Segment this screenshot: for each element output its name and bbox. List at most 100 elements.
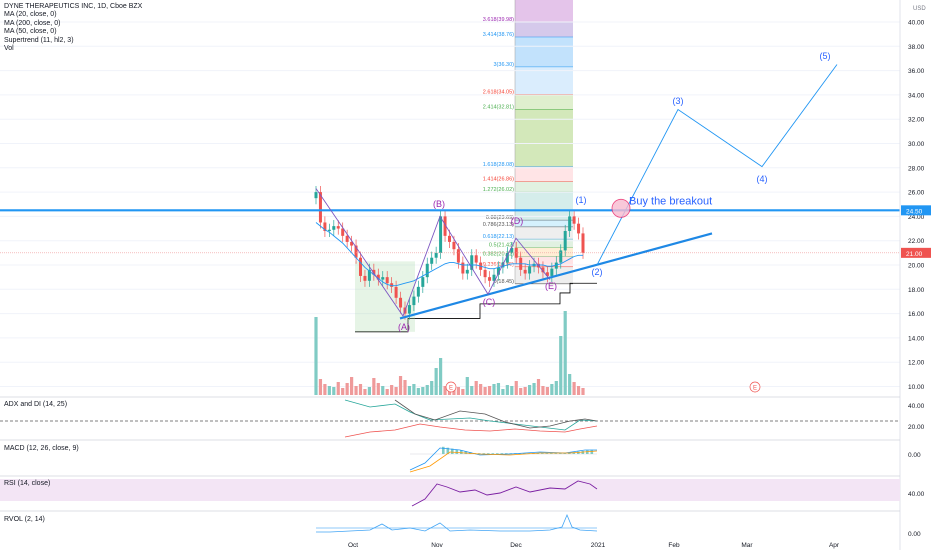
time-axis-label: Nov	[431, 542, 443, 549]
abc-label: (A)	[398, 322, 410, 332]
fib-level-label: 0.88(23.69)	[486, 215, 514, 221]
candle-body	[496, 267, 500, 275]
wave-label: (2)	[592, 267, 603, 277]
candle-body	[545, 272, 549, 276]
volume-bar	[372, 378, 376, 395]
time-axis-label: Feb	[668, 542, 680, 549]
candle-body	[367, 269, 371, 281]
candle-body	[314, 192, 318, 199]
candle-body	[350, 241, 354, 246]
candle-body	[550, 268, 554, 276]
macd-pane-label[interactable]: MACD (12, 26, close, 9)	[4, 445, 79, 452]
adx-tick-label: 40.00	[908, 403, 925, 410]
wave-label: (3)	[673, 96, 684, 106]
rvol-tick-label: 0.00	[908, 531, 921, 538]
wave-label: (5)	[820, 51, 831, 61]
macd-histogram-bar	[536, 453, 540, 454]
volume-bar	[358, 384, 363, 395]
macd-tick-label: 0.00	[908, 452, 921, 459]
fib-level-label: 3(36.30)	[494, 62, 515, 68]
candle-body	[407, 305, 411, 314]
volume-bar	[341, 388, 345, 395]
rsi-pane-label[interactable]: RSI (14, close)	[4, 480, 51, 487]
macd-histogram-bar	[482, 453, 486, 454]
candle-body	[359, 257, 362, 276]
candle-body	[412, 296, 416, 306]
volume-bar	[528, 385, 532, 395]
volume-bar	[554, 381, 558, 395]
legend-ma50[interactable]: MA (50, close, 0)	[4, 28, 57, 36]
macd-histogram-bar	[559, 453, 562, 454]
candle-body	[376, 274, 380, 280]
candle-body	[523, 269, 527, 274]
fib-level-label: 2.618(34.05)	[483, 89, 514, 95]
candlesticks	[314, 186, 585, 320]
macd-histogram-bar	[491, 453, 495, 454]
symbol-title[interactable]: DYNE THERAPEUTICS INC, 1D, Cboe BZX	[4, 3, 143, 10]
macd-line	[409, 447, 597, 471]
volume-bar	[327, 386, 331, 395]
breakout-annotation-text: Buy the breakout	[629, 195, 712, 207]
volume-bar	[363, 389, 367, 395]
price-tick-label: 16.00	[908, 311, 925, 318]
rvol-pane-label[interactable]: RVOL (2, 14)	[4, 516, 45, 523]
fib-zone	[515, 166, 573, 182]
fib-zone	[515, 191, 573, 221]
macd-histogram-bar	[577, 451, 580, 454]
drawing-overlays[interactable]: Buy the breakout (1) (2) (3) (4) (5) (A) (B) (C)…	[0, 51, 900, 393]
price-tick-label: 22.00	[908, 238, 925, 245]
fib-zone	[515, 37, 573, 67]
adx-tick-label: 20.00	[908, 424, 925, 431]
earnings-icon-label: E	[449, 385, 453, 391]
volume-bar	[439, 358, 443, 395]
volume-bar	[376, 383, 380, 395]
volume-bar	[350, 377, 354, 395]
volume-bar	[523, 387, 527, 395]
macd-histogram-bar	[455, 449, 459, 454]
volume-bar	[563, 311, 567, 395]
earnings-icon-label: E	[753, 385, 757, 391]
candle-body	[541, 267, 545, 273]
macd-histogram-bar	[523, 453, 526, 454]
time-axis-label: Apr	[829, 542, 840, 549]
candle-body	[465, 269, 469, 274]
time-axis-label: Mar	[741, 542, 753, 549]
volume-bar	[403, 380, 407, 395]
price-axis[interactable]: USD 42.00 40.00 38.00 36.00 34.00 32.00 30.00 28…	[348, 0, 932, 550]
price-tick-label: 36.00	[908, 68, 925, 75]
supertrend-step-line	[355, 282, 597, 333]
fib-level-label: 1.618(28.08)	[483, 162, 514, 168]
candle-body	[425, 263, 429, 278]
price-tick-label: 32.00	[908, 117, 925, 124]
fib-level-label: 1.272(26.02)	[483, 187, 514, 193]
macd-histogram-bar	[545, 453, 549, 454]
volume-bars	[314, 311, 585, 395]
candle-body	[577, 223, 581, 234]
price-tick-label: 26.00	[908, 190, 925, 197]
legend-volume[interactable]: Vol	[4, 45, 14, 53]
volume-bar	[581, 388, 585, 395]
candle-body	[528, 266, 532, 274]
macd-histogram-bar	[442, 446, 445, 454]
abcde-wave-path	[315, 188, 551, 318]
fib-zone	[515, 181, 573, 192]
candle-body	[323, 222, 327, 231]
fib-zone	[515, 256, 573, 267]
volume-bar	[510, 386, 514, 395]
fib-level-label: 0.786(23.13)	[483, 222, 514, 228]
candle-body	[345, 235, 349, 242]
volume-bar	[425, 385, 429, 395]
legend-supertrend[interactable]: Supertrend (11, hl2, 3)	[4, 36, 74, 44]
legend-ma200[interactable]: MA (200, close, 0)	[4, 19, 61, 27]
candle-body	[430, 257, 434, 264]
adx-pane-label[interactable]: ADX and DI (14, 25)	[4, 401, 68, 408]
legend-ma20[interactable]: MA (20, close, 0)	[4, 11, 57, 19]
candle-body	[421, 277, 425, 287]
macd-histogram-bar	[446, 447, 450, 454]
candle-body	[456, 249, 460, 263]
candle-body	[554, 262, 558, 269]
macd-histogram-bar	[590, 449, 594, 454]
candle-body	[474, 255, 478, 263]
volume-bar	[568, 374, 572, 395]
